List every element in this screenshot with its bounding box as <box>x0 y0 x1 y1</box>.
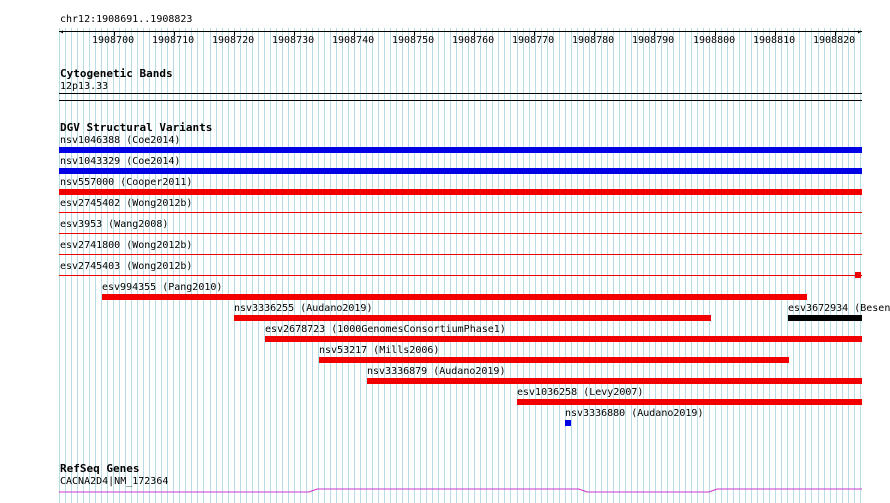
ruler-tick <box>414 31 415 36</box>
variant-bar[interactable] <box>855 272 861 278</box>
variant-label: esv2745403 (Wong2012b) <box>60 261 193 272</box>
variant-label: esv2678723 (1000GenomesConsortiumPhase1) <box>265 324 506 335</box>
variant-label: esv1036258 (Levy2007) <box>517 387 644 398</box>
ruler-tick-label: 1908820 <box>813 35 856 46</box>
ruler-tick-label: 1908720 <box>212 35 255 46</box>
variant-label: nsv3336255 (Audano2019) <box>234 303 373 314</box>
ruler-axis[interactable]: ◂ ▸ <box>59 28 862 38</box>
variant-bar[interactable] <box>565 420 571 426</box>
variant-label: esv994355 (Pang2010) <box>102 282 223 293</box>
variant-label: nsv1046388 (Coe2014) <box>60 135 181 146</box>
variant-bar[interactable] <box>788 315 862 321</box>
variant-bar[interactable] <box>59 147 862 153</box>
variant-bar[interactable] <box>367 378 862 384</box>
cyto-band-label: 12p13.33 <box>60 81 109 92</box>
ruler-tick <box>474 31 475 36</box>
dgv-track-title[interactable]: DGV Structural Variants <box>60 121 213 134</box>
variant-bar[interactable] <box>59 212 862 213</box>
cyto-track-title[interactable]: Cytogenetic Bands <box>60 67 173 80</box>
variant-label: esv3672934 (Besen <box>788 303 890 314</box>
ruler-right-arrow: ▸ <box>857 27 862 36</box>
variant-bar[interactable] <box>59 233 862 234</box>
ruler-tick <box>835 31 836 36</box>
region-label: chr12:1908691..1908823 <box>60 14 193 25</box>
ruler-tick <box>715 31 716 36</box>
ruler-tick <box>775 31 776 36</box>
ruler-tick <box>594 31 595 36</box>
ruler-tick-label: 1908740 <box>332 35 375 46</box>
variant-label: nsv3336880 (Audano2019) <box>565 408 704 419</box>
variant-label: nsv1043329 (Coe2014) <box>60 156 181 167</box>
variant-bar[interactable] <box>319 357 789 363</box>
ruler-tick <box>294 31 295 36</box>
ruler-tick <box>174 31 175 36</box>
variant-bar[interactable] <box>59 189 862 195</box>
ruler-left-arrow: ◂ <box>59 27 64 36</box>
variant-bar[interactable] <box>59 275 862 276</box>
ruler-tick-label: 1908800 <box>693 35 736 46</box>
variant-label: nsv53217 (Mills2006) <box>319 345 440 356</box>
variant-label: esv2741800 (Wong2012b) <box>60 240 193 251</box>
refseq-gene-model[interactable] <box>59 486 862 494</box>
variant-bar[interactable] <box>102 294 807 300</box>
ruler-tick-label: 1908810 <box>753 35 796 46</box>
variant-bar[interactable] <box>59 254 862 255</box>
ruler-tick <box>234 31 235 36</box>
refseq-track-title[interactable]: RefSeq Genes <box>60 462 140 475</box>
cyto-band-line-bottom[interactable] <box>59 100 862 101</box>
ruler-tick-label: 1908760 <box>452 35 495 46</box>
ruler-tick-label: 1908730 <box>272 35 315 46</box>
variant-label: nsv557000 (Cooper2011) <box>60 177 193 188</box>
ruler-tick-label: 1908700 <box>92 35 135 46</box>
ruler-tick-label: 1908770 <box>512 35 555 46</box>
variant-bar[interactable] <box>265 336 862 342</box>
ruler-tick <box>654 31 655 36</box>
ruler-tick-label: 1908710 <box>152 35 195 46</box>
ruler-tick <box>354 31 355 36</box>
ruler-tick-label: 1908790 <box>632 35 675 46</box>
variant-bar[interactable] <box>517 399 862 405</box>
variant-label: esv2745402 (Wong2012b) <box>60 198 193 209</box>
variant-label: nsv3336879 (Audano2019) <box>367 366 506 377</box>
variant-bar[interactable] <box>59 168 862 174</box>
variant-bar[interactable] <box>234 315 711 321</box>
ruler-tick-label: 1908750 <box>392 35 435 46</box>
variant-label: esv3953 (Wang2008) <box>60 219 169 230</box>
refseq-gene-label: CACNA2D4|NM_172364 <box>60 476 169 487</box>
cyto-band-line-top[interactable] <box>59 93 862 94</box>
ruler-tick-label: 1908780 <box>572 35 615 46</box>
ruler-tick <box>114 31 115 36</box>
ruler-tick <box>534 31 535 36</box>
